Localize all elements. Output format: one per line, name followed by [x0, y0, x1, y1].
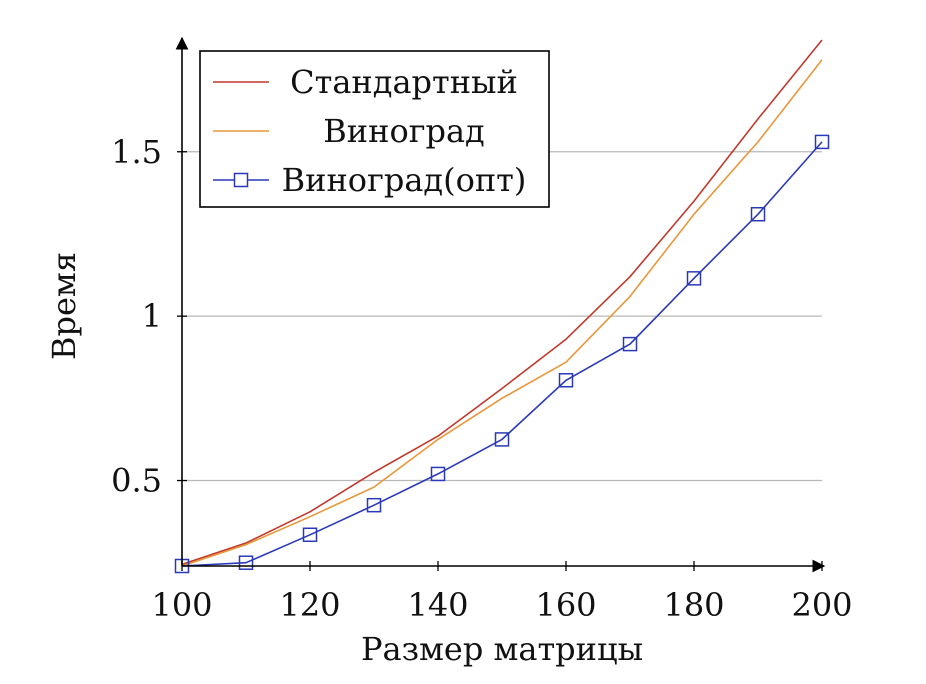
legend-label-2: Виноград(опт)	[282, 161, 527, 199]
series-2-point-3	[366, 497, 382, 513]
y-tick-label-0: 0.5	[111, 462, 162, 500]
x-tick-label-0: 100	[151, 586, 212, 624]
legend: Стандартный Виноград Виноград(опт)	[199, 50, 550, 208]
series-2-point-9	[750, 206, 766, 222]
legend-label-0: Стандартный	[290, 63, 518, 101]
series-2-point-4	[430, 466, 446, 482]
series-line-1	[181, 59, 823, 567]
series-2-point-8	[686, 271, 702, 286]
series-2-point-1	[238, 555, 254, 570]
series-2-point-5	[494, 432, 510, 447]
x-tick-label-3: 160	[535, 586, 596, 624]
series-line-0	[181, 39, 823, 566]
y-tick-label-1: 1	[142, 297, 162, 335]
series-2-point-10	[814, 134, 830, 150]
series-2-point-7	[622, 336, 638, 352]
y-tick-label-2: 1.5	[111, 133, 162, 171]
x-tick-label-2: 140	[407, 586, 468, 624]
y-axis-title: Время	[45, 252, 83, 360]
legend-marker-2	[233, 172, 249, 188]
x-axis-title: Размер матрицы	[361, 630, 643, 668]
legend-label-1: Виноград	[323, 112, 484, 150]
series-2-point-6	[558, 373, 574, 388]
tick-labels: 100 120 140 160 180 200 0.5 1 1.5	[111, 133, 852, 624]
x-tick-label-4: 180	[663, 586, 724, 624]
series-line-2	[181, 141, 823, 567]
x-tick-label-1: 120	[279, 586, 340, 624]
series-2-point-2	[302, 527, 318, 543]
x-tick-label-5: 200	[791, 586, 852, 624]
legend-box	[199, 50, 550, 208]
series-layer	[174, 39, 830, 574]
